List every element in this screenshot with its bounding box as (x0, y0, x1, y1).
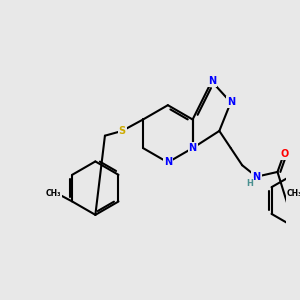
Text: S: S (118, 126, 126, 136)
Text: N: N (189, 143, 197, 153)
Text: CH₃: CH₃ (45, 189, 61, 198)
Text: CH₃: CH₃ (287, 189, 300, 198)
Text: O: O (280, 149, 288, 159)
Text: N: N (208, 76, 216, 86)
Text: N: N (164, 158, 172, 167)
Text: N: N (227, 97, 235, 107)
Text: H: H (246, 179, 253, 188)
Text: N: N (252, 172, 261, 182)
